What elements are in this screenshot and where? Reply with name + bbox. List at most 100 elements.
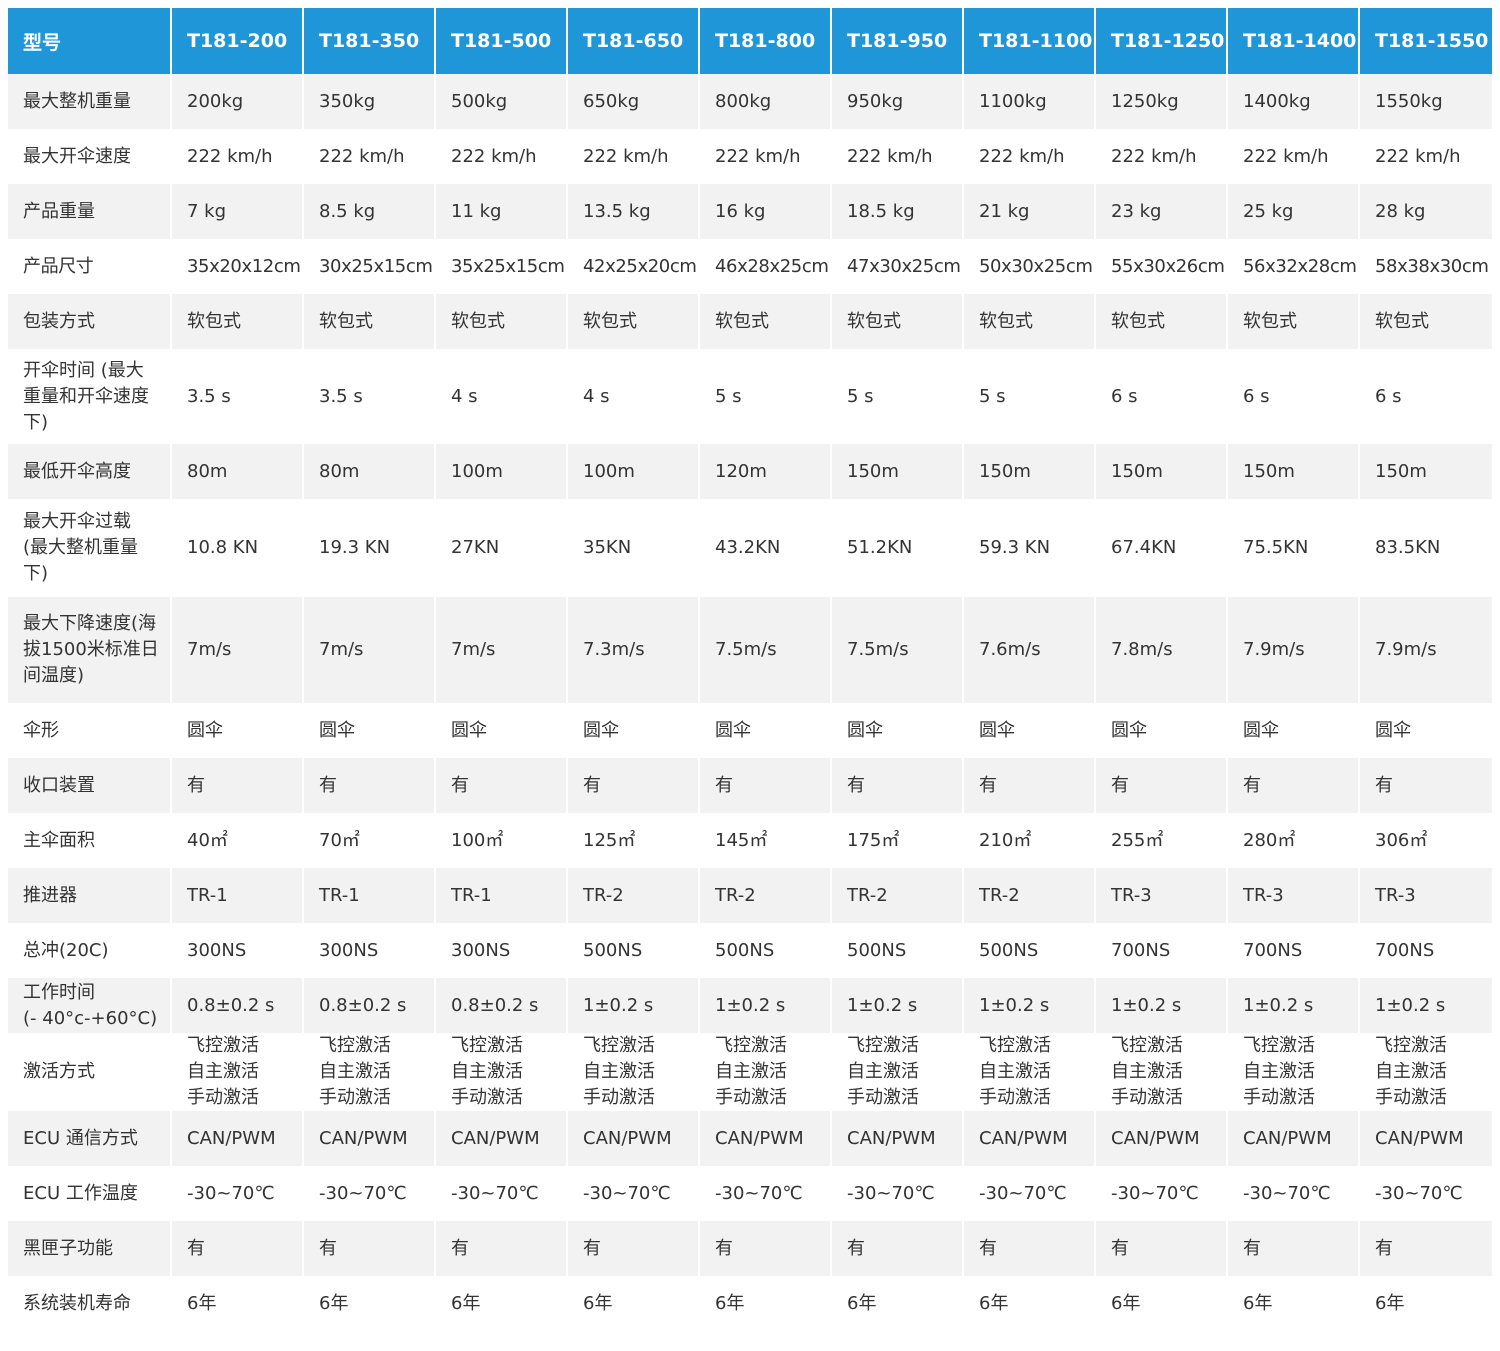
table-cell: TR-2 <box>964 868 1096 923</box>
row-label-text: ECU 工作温度 <box>23 1182 138 1204</box>
cell-value: 飞控激活 自主激活 手动激活 <box>451 1035 523 1108</box>
row-label: 最大开伞过载 (最大整机重量 下) <box>8 499 172 597</box>
cell-value: 1±0.2 s <box>1111 994 1182 1016</box>
table-cell: 7.9m/s <box>1360 597 1492 703</box>
cell-value: 有 <box>1243 1237 1261 1259</box>
table-cell: 有 <box>568 758 700 813</box>
cell-value: 255㎡ <box>1111 829 1164 851</box>
table-cell: 222 km/h <box>832 129 964 184</box>
cell-value: 35x20x12cm <box>187 255 301 277</box>
table-cell: 飞控激活 自主激活 手动激活 <box>1360 1033 1492 1111</box>
cell-value: 11 kg <box>451 200 502 222</box>
table-cell: 280㎡ <box>1228 813 1360 868</box>
cell-value: 6年 <box>715 1292 745 1314</box>
table-cell: TR-2 <box>832 868 964 923</box>
table-cell: 150m <box>964 444 1096 499</box>
cell-value: 飞控激活 自主激活 手动激活 <box>979 1035 1051 1108</box>
cell-value: 800kg <box>715 90 772 112</box>
table-cell: 软包式 <box>832 294 964 349</box>
table-cell: 23 kg <box>1096 184 1228 239</box>
cell-value: 35x25x15cm <box>451 255 565 277</box>
table-cell: 6 s <box>1360 349 1492 444</box>
cell-value: 40㎡ <box>187 829 228 851</box>
table-cell: 圆伞 <box>832 703 964 758</box>
cell-value: 软包式 <box>979 310 1033 332</box>
cell-value: -30~70℃ <box>1111 1182 1199 1204</box>
cell-value: 7.5m/s <box>715 639 777 660</box>
table-cell: CAN/PWM <box>172 1111 304 1166</box>
cell-value: TR-3 <box>1111 884 1152 906</box>
cell-value: 150m <box>1111 460 1163 482</box>
cell-value: 0.8±0.2 s <box>451 994 539 1016</box>
cell-value: 300NS <box>187 939 247 961</box>
table-cell: 28 kg <box>1360 184 1492 239</box>
cell-value: 0.8±0.2 s <box>319 994 407 1016</box>
cell-value: 950kg <box>847 90 904 112</box>
table-cell: 软包式 <box>1096 294 1228 349</box>
table-cell: 500kg <box>436 74 568 129</box>
table-row: 推进器 TR-1 TR-1 TR-1 TR-2 TR-2 TR-2 TR-2 TR-3 TR-3 T… <box>8 868 1492 923</box>
table-cell: 35x20x12cm <box>172 239 304 294</box>
table-cell: 8.5 kg <box>304 184 436 239</box>
table-cell: 软包式 <box>1228 294 1360 349</box>
cell-value: 120m <box>715 460 767 482</box>
cell-value: 1400kg <box>1243 90 1311 112</box>
table-cell: 80m <box>304 444 436 499</box>
table-cell: 飞控激活 自主激活 手动激活 <box>172 1033 304 1111</box>
cell-value: 圆伞 <box>583 719 619 741</box>
table-cell: 有 <box>304 758 436 813</box>
table-cell: 7m/s <box>436 597 568 703</box>
cell-value: CAN/PWM <box>715 1127 804 1149</box>
cell-value: -30~70℃ <box>847 1182 935 1204</box>
cell-value: 圆伞 <box>847 719 883 741</box>
cell-value: 16 kg <box>715 200 766 222</box>
cell-value: 8.5 kg <box>319 200 376 222</box>
cell-value: 有 <box>1111 774 1129 796</box>
table-cell: 100m <box>568 444 700 499</box>
table-cell: 1250kg <box>1096 74 1228 129</box>
table-cell: 有 <box>436 758 568 813</box>
table-cell: 5 s <box>964 349 1096 444</box>
cell-value: 47x30x25cm <box>847 255 961 277</box>
table-cell: -30~70℃ <box>964 1166 1096 1221</box>
table-cell: 有 <box>1360 758 1492 813</box>
row-label: 最大下降速度(海 拔1500米标准日 间温度) <box>8 597 172 703</box>
table-cell: 3.5 s <box>172 349 304 444</box>
row-label-text: 最大整机重量 <box>23 90 131 112</box>
table-cell: 1400kg <box>1228 74 1360 129</box>
cell-value: 7.9m/s <box>1375 639 1437 660</box>
cell-value: 0.8±0.2 s <box>187 994 275 1016</box>
cell-value: 27KN <box>451 537 500 558</box>
table-cell: 有 <box>436 1221 568 1276</box>
cell-value: -30~70℃ <box>715 1182 803 1204</box>
cell-value: 80m <box>319 460 360 482</box>
cell-value: 650kg <box>583 90 640 112</box>
cell-value: 150m <box>847 460 899 482</box>
cell-value: 7m/s <box>187 639 232 660</box>
cell-value: 13.5 kg <box>583 200 651 222</box>
table-cell: 47x30x25cm <box>832 239 964 294</box>
table-cell: 1±0.2 s <box>700 978 832 1033</box>
cell-value: 软包式 <box>1111 310 1165 332</box>
spec-table: 型号 T181-200 T181-350 T181-500 T181-650 T181-… <box>8 8 1492 1331</box>
cell-value: 50x30x25cm <box>979 255 1093 277</box>
table-cell: 67.4KN <box>1096 499 1228 597</box>
table-cell: 软包式 <box>304 294 436 349</box>
table-cell: 软包式 <box>172 294 304 349</box>
cell-value: 7m/s <box>319 639 364 660</box>
table-cell: CAN/PWM <box>1360 1111 1492 1166</box>
table-cell: 6年 <box>964 1276 1096 1331</box>
table-row: 收口装置 有 有 有 有 有 有 有 有 有 有 <box>8 758 1492 813</box>
row-label-text: 最大开伞速度 <box>23 145 131 167</box>
column-header-model: T181-500 <box>436 8 568 74</box>
cell-value: 软包式 <box>847 310 901 332</box>
table-cell: 222 km/h <box>172 129 304 184</box>
table-cell: TR-3 <box>1096 868 1228 923</box>
cell-value: 10.8 KN <box>187 537 259 558</box>
table-cell: 75.5KN <box>1228 499 1360 597</box>
cell-value: 500NS <box>847 939 907 961</box>
table-cell: 1550kg <box>1360 74 1492 129</box>
cell-value: 软包式 <box>1375 310 1429 332</box>
row-label: ECU 工作温度 <box>8 1166 172 1221</box>
table-cell: 1±0.2 s <box>568 978 700 1033</box>
